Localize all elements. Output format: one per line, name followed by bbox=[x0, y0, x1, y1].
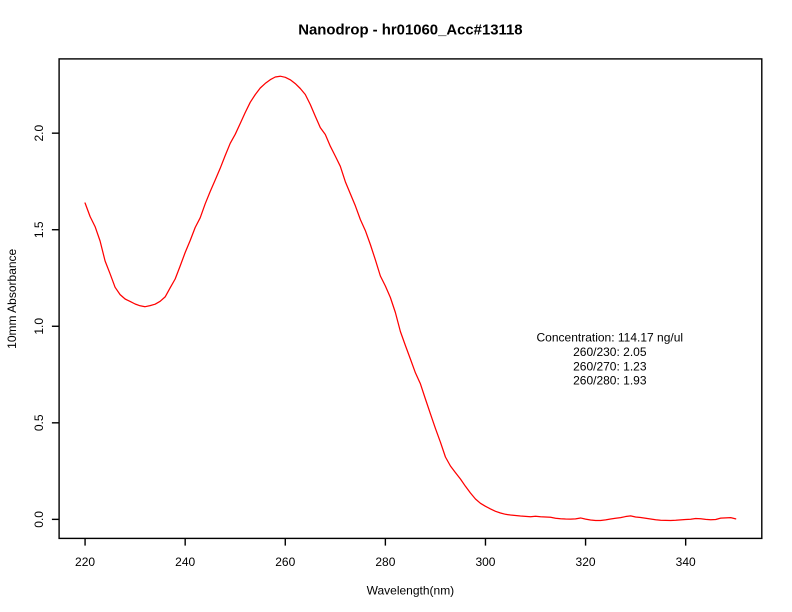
svg-text:300: 300 bbox=[475, 555, 495, 569]
svg-text:10mm Absorbance: 10mm Absorbance bbox=[5, 248, 19, 348]
svg-text:Wavelength(nm): Wavelength(nm) bbox=[367, 584, 455, 598]
svg-text:260/230: 2.05: 260/230: 2.05 bbox=[573, 345, 647, 359]
svg-text:240: 240 bbox=[175, 555, 195, 569]
svg-text:220: 220 bbox=[75, 555, 95, 569]
svg-text:1.0: 1.0 bbox=[32, 318, 46, 335]
svg-text:340: 340 bbox=[676, 555, 696, 569]
svg-text:0.5: 0.5 bbox=[32, 414, 46, 431]
svg-text:260/280: 1.93: 260/280: 1.93 bbox=[573, 374, 647, 388]
svg-text:Concentration: 114.17 ng/ul: Concentration: 114.17 ng/ul bbox=[537, 331, 684, 345]
svg-text:1.5: 1.5 bbox=[32, 221, 46, 238]
svg-text:2.0: 2.0 bbox=[32, 125, 46, 142]
svg-text:260: 260 bbox=[275, 555, 295, 569]
svg-text:260/270: 1.23: 260/270: 1.23 bbox=[573, 359, 647, 373]
svg-text:280: 280 bbox=[375, 555, 395, 569]
svg-text:0.0: 0.0 bbox=[32, 511, 46, 528]
svg-text:320: 320 bbox=[576, 555, 596, 569]
svg-text:Nanodrop - hr01060_Acc#13118: Nanodrop - hr01060_Acc#13118 bbox=[298, 22, 522, 38]
